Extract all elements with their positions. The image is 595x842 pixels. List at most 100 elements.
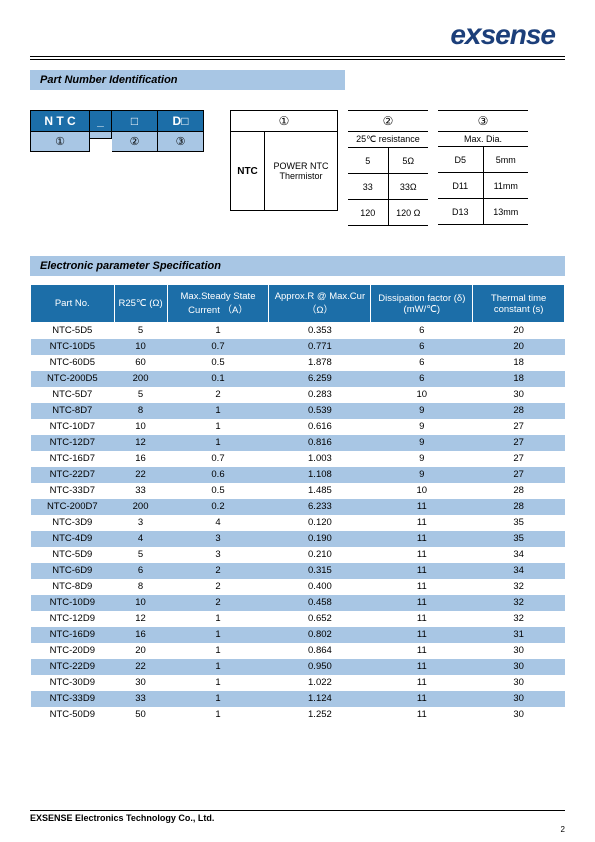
- pni-cell: D13: [438, 199, 483, 225]
- footer-company: EXSENSE Electronics Technology Co., Ltd.: [30, 813, 214, 823]
- pni-top-1: N T C: [30, 110, 90, 132]
- pni-cell: 33Ω: [389, 174, 429, 200]
- pni-col3-head: ③: [438, 111, 528, 131]
- table-cell: 0.458: [269, 595, 371, 611]
- table-header: Thermal time constant (s): [473, 285, 565, 323]
- table-cell: 0.210: [269, 547, 371, 563]
- table-cell: NTC-3D9: [31, 515, 115, 531]
- table-cell: 30: [473, 659, 565, 675]
- table-cell: 200: [114, 499, 167, 515]
- table-cell: 0.353: [269, 323, 371, 339]
- table-cell: 9: [371, 403, 473, 419]
- table-cell: 11: [371, 579, 473, 595]
- table-header: Part No.: [31, 285, 115, 323]
- table-header: Approx.R @ Max.Cur （Ω）: [269, 285, 371, 323]
- table-row: NTC-4D9430.1901135: [31, 531, 565, 547]
- table-row: NTC-33D93311.1241130: [31, 691, 565, 707]
- table-cell: NTC-30D9: [31, 675, 115, 691]
- table-cell: 6: [371, 371, 473, 387]
- table-cell: NTC-22D7: [31, 467, 115, 483]
- table-cell: 28: [473, 483, 565, 499]
- section1-title: Part Number Identification: [30, 70, 345, 90]
- table-cell: 18: [473, 355, 565, 371]
- table-cell: 0.5: [167, 483, 269, 499]
- pni-cell: 13mm: [484, 199, 529, 225]
- pni-cell: 5mm: [484, 147, 529, 173]
- table-cell: 33: [114, 483, 167, 499]
- table-cell: 0.771: [269, 339, 371, 355]
- pni-cell: D11: [438, 173, 483, 199]
- table-cell: NTC-5D7: [31, 387, 115, 403]
- part-number-identification: N T C ① _ □ ② D□ ③ ① NTC POWER NTC Therm…: [30, 110, 565, 226]
- table-cell: 32: [473, 579, 565, 595]
- table-cell: 0.864: [269, 643, 371, 659]
- table-cell: 27: [473, 467, 565, 483]
- table-cell: 30: [473, 691, 565, 707]
- table-cell: NTC-10D9: [31, 595, 115, 611]
- pni-cell: D5: [438, 147, 483, 173]
- table-cell: 1: [167, 403, 269, 419]
- table-row: NTC-33D7330.51.4851028: [31, 483, 565, 499]
- table-cell: 200: [114, 371, 167, 387]
- table-cell: 16: [114, 627, 167, 643]
- table-row: NTC-5D5510.353620: [31, 323, 565, 339]
- table-cell: 50: [114, 707, 167, 723]
- section2-title: Electronic parameter Specification: [30, 256, 565, 276]
- table-cell: 11: [371, 675, 473, 691]
- table-cell: 1: [167, 659, 269, 675]
- pni-cell: 120 Ω: [389, 200, 429, 226]
- table-row: NTC-8D9820.4001132: [31, 579, 565, 595]
- table-cell: NTC-60D5: [31, 355, 115, 371]
- table-cell: 33: [114, 691, 167, 707]
- table-cell: 1.003: [269, 451, 371, 467]
- table-row: NTC-60D5600.51.878618: [31, 355, 565, 371]
- table-cell: 1.108: [269, 467, 371, 483]
- table-row: NTC-6D9620.3151134: [31, 563, 565, 579]
- pni-col1-desc: POWER NTC Thermistor: [265, 161, 337, 181]
- table-cell: NTC-4D9: [31, 531, 115, 547]
- table-cell: 11: [371, 659, 473, 675]
- table-cell: 0.7: [167, 451, 269, 467]
- table-cell: NTC-5D5: [31, 323, 115, 339]
- table-cell: 0.950: [269, 659, 371, 675]
- table-cell: 0.539: [269, 403, 371, 419]
- table-cell: NTC-33D9: [31, 691, 115, 707]
- table-cell: 27: [473, 451, 565, 467]
- table-cell: 8: [114, 579, 167, 595]
- table-cell: 2: [167, 563, 269, 579]
- table-row: NTC-10D91020.4581132: [31, 595, 565, 611]
- table-header: Dissipation factor (δ)(mW/℃): [371, 285, 473, 323]
- table-cell: 3: [167, 531, 269, 547]
- pni-col2: ② 25℃ resistance 5331205Ω33Ω120 Ω: [348, 110, 428, 226]
- table-cell: 60: [114, 355, 167, 371]
- table-cell: 0.283: [269, 387, 371, 403]
- table-cell: 30: [473, 643, 565, 659]
- table-cell: 28: [473, 499, 565, 515]
- table-cell: NTC-20D9: [31, 643, 115, 659]
- spec-section: Electronic parameter Specification Part …: [30, 256, 565, 723]
- pni-cell: 11mm: [484, 173, 529, 199]
- table-cell: 2: [167, 579, 269, 595]
- table-header-row: Part No.R25℃ (Ω)Max.Steady State Current…: [31, 285, 565, 323]
- table-cell: 0.7: [167, 339, 269, 355]
- pni-col2-head: ②: [348, 111, 428, 131]
- table-cell: 11: [371, 643, 473, 659]
- table-row: NTC-22D7220.61.108927: [31, 467, 565, 483]
- table-cell: 31: [473, 627, 565, 643]
- table-cell: 0.802: [269, 627, 371, 643]
- spec-table: Part No.R25℃ (Ω)Max.Steady State Current…: [30, 284, 565, 723]
- table-cell: NTC-8D9: [31, 579, 115, 595]
- table-cell: 0.315: [269, 563, 371, 579]
- table-row: NTC-5D9530.2101134: [31, 547, 565, 563]
- table-row: NTC-200D72000.26.2331128: [31, 499, 565, 515]
- table-cell: 12: [114, 435, 167, 451]
- table-cell: 32: [473, 611, 565, 627]
- table-row: NTC-16D7160.71.003927: [31, 451, 565, 467]
- table-cell: NTC-8D7: [31, 403, 115, 419]
- table-cell: 4: [114, 531, 167, 547]
- table-cell: 34: [473, 547, 565, 563]
- table-cell: 2: [167, 387, 269, 403]
- table-cell: 32: [473, 595, 565, 611]
- table-cell: 0.6: [167, 467, 269, 483]
- table-cell: NTC-33D7: [31, 483, 115, 499]
